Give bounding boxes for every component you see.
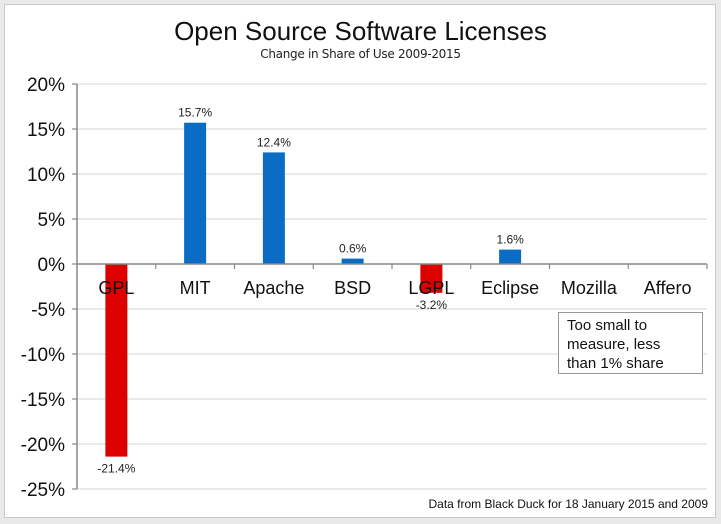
- bar: [184, 122, 207, 264]
- category-label: BSD: [334, 278, 371, 298]
- category-label: Eclipse: [481, 278, 539, 298]
- chart-title: Open Source Software Licenses: [174, 16, 547, 46]
- bar: [341, 258, 364, 264]
- y-tick-label: -20%: [21, 435, 65, 456]
- annotation-box: Too small to measure, less than 1% share: [558, 312, 703, 374]
- y-tick-label: 10%: [27, 165, 65, 186]
- annotation-line: Too small to: [567, 317, 648, 334]
- category-label: LGPL: [408, 278, 454, 298]
- y-tick-label: 0%: [38, 255, 66, 276]
- data-label: -3.2%: [416, 298, 448, 312]
- bar: [105, 264, 128, 457]
- y-tick-label: 5%: [38, 210, 66, 231]
- data-label: -21.4%: [97, 462, 135, 476]
- annotation-line: measure, less: [567, 336, 661, 353]
- bar: [420, 264, 443, 293]
- bar: [499, 249, 522, 264]
- source-note: Data from Black Duck for 18 January 2015…: [428, 497, 709, 511]
- category-label: Affero: [644, 278, 692, 298]
- y-tick-label: -5%: [31, 300, 65, 321]
- data-label: 12.4%: [257, 135, 291, 149]
- data-label: 1.6%: [496, 233, 524, 247]
- category-label: Mozilla: [561, 278, 618, 298]
- data-label: 0.6%: [339, 242, 367, 256]
- bar: [262, 152, 285, 264]
- category-label: MIT: [180, 278, 211, 298]
- category-label: GPL: [98, 278, 134, 298]
- y-tick-label: -15%: [21, 390, 65, 411]
- y-tick-label: 15%: [27, 120, 65, 141]
- y-tick-label: 20%: [27, 75, 65, 96]
- annotation-line: than 1% share: [567, 355, 664, 372]
- y-tick-label: -25%: [21, 480, 65, 501]
- data-label: 15.7%: [178, 106, 212, 120]
- chart-subtitle: Change in Share of Use 2009-2015: [260, 47, 461, 61]
- y-tick-label: -10%: [21, 345, 65, 366]
- category-label: Apache: [243, 278, 304, 298]
